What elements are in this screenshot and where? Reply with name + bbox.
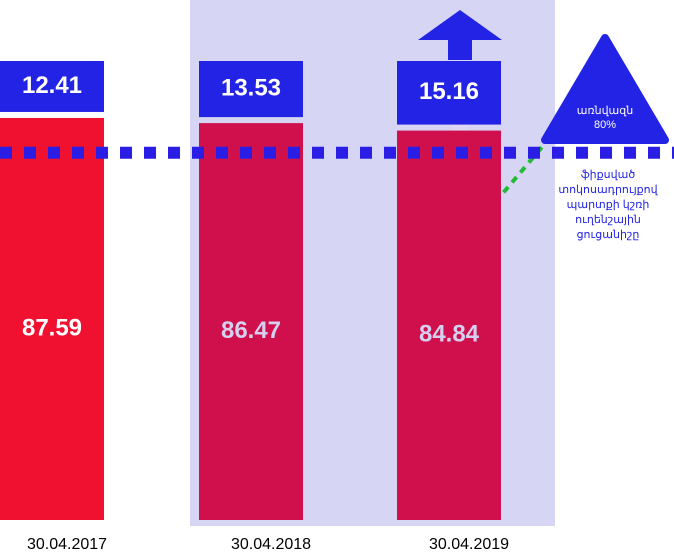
threshold-badge	[541, 34, 669, 144]
value-label: 86.47	[221, 317, 281, 344]
bar	[0, 117, 104, 520]
top-box	[397, 61, 501, 125]
annotation-text: տոկոսադրույքով	[558, 184, 658, 196]
bar	[397, 130, 501, 520]
value-label: 15.16	[419, 78, 479, 105]
annotation-text: ուղենշային	[575, 214, 641, 226]
value-label: 87.59	[22, 314, 82, 341]
annotation-text: ցուցանիշը	[577, 229, 640, 241]
x-tick-label: 30.04.2019	[429, 536, 509, 553]
up-arrow	[418, 10, 502, 60]
annotation-text: պարտքի կշռի	[567, 199, 650, 211]
value-label: 84.84	[419, 321, 480, 348]
threshold-label: 80%	[594, 119, 616, 131]
top-box	[0, 61, 104, 112]
x-tick-label: 30.04.2017	[27, 536, 107, 553]
threshold-text: առնվազն	[577, 105, 633, 117]
x-tick-label: 30.04.2018	[231, 536, 311, 553]
annotation-text: ֆիքսված	[581, 169, 635, 181]
top-box	[199, 61, 303, 118]
bar	[199, 123, 303, 521]
value-label: 12.41	[22, 72, 82, 99]
value-label: 13.53	[221, 74, 281, 101]
